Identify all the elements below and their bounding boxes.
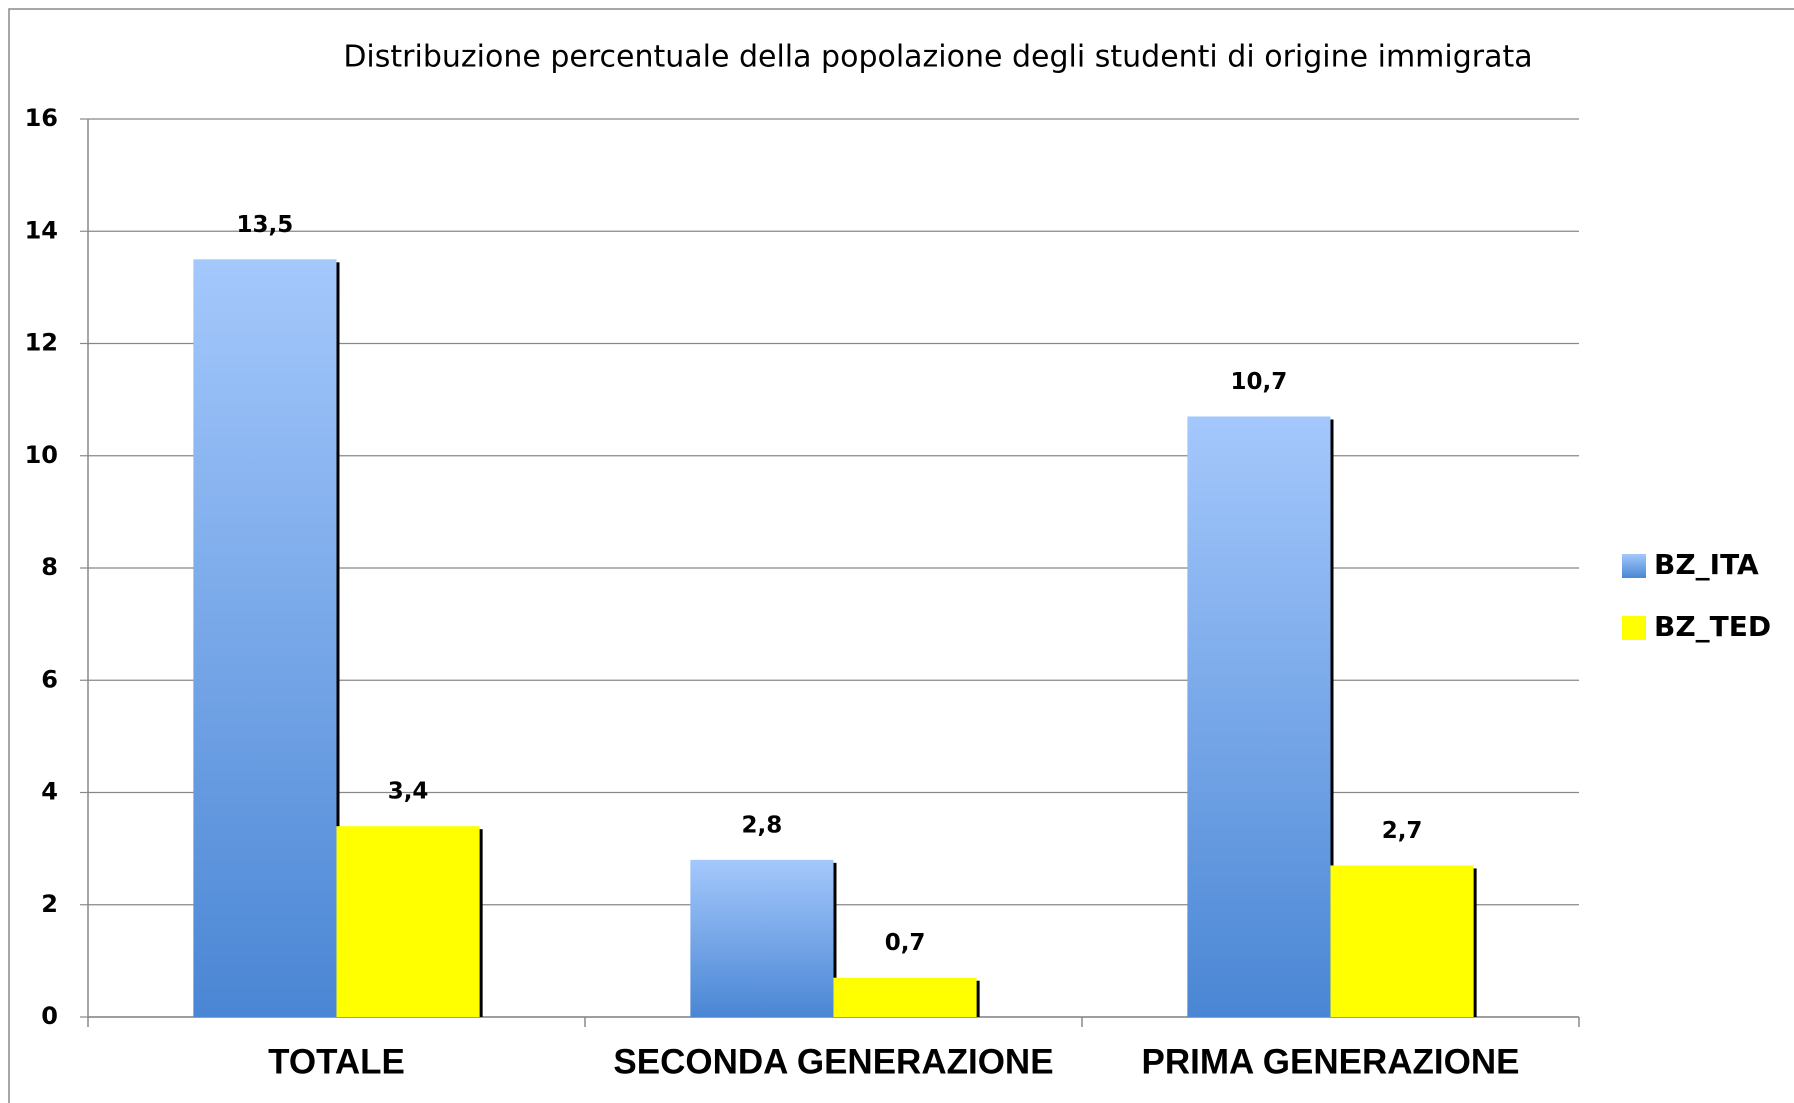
x-tick-label: TOTALE (268, 1042, 405, 1081)
legend-label: BZ_ITA (1654, 548, 1759, 581)
y-tick-label: 8 (41, 553, 58, 581)
y-tick-label: 6 (41, 665, 58, 693)
bar (1330, 865, 1474, 1017)
x-tick-label: PRIMA GENERAZIONE (1142, 1042, 1520, 1081)
legend-label: BZ_TED (1654, 610, 1771, 643)
chart-title: Distribuzione percentuale della popolazi… (343, 40, 1532, 75)
value-label: 10,7 (1231, 369, 1288, 395)
y-tick-label: 10 (25, 441, 58, 469)
legend-swatch (1622, 616, 1646, 640)
value-label: 2,7 (1382, 818, 1423, 844)
bar (1187, 416, 1331, 1017)
bar (833, 977, 977, 1017)
y-tick-label: 4 (41, 778, 58, 806)
value-label: 0,7 (885, 930, 926, 956)
y-tick-label: 12 (25, 329, 58, 357)
value-label: 3,4 (388, 779, 429, 805)
value-label: 13,5 (237, 212, 294, 238)
legend-swatch (1622, 554, 1646, 578)
y-tick-label: 0 (41, 1002, 58, 1030)
bar (690, 859, 834, 1017)
x-tick-label: SECONDA GENERAZIONE (613, 1042, 1053, 1081)
y-tick-label: 16 (25, 104, 58, 132)
y-tick-label: 2 (41, 890, 58, 918)
value-label: 2,8 (742, 812, 783, 838)
bar (193, 259, 337, 1017)
y-tick-label: 14 (25, 216, 58, 244)
bar (336, 826, 480, 1017)
